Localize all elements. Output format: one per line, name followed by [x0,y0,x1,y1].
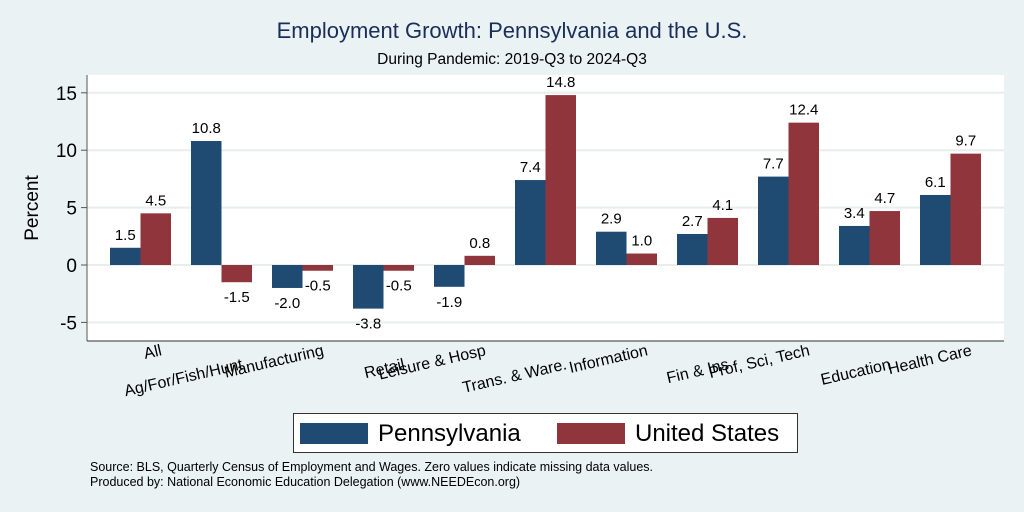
data-label-united-states-information: 1.0 [631,233,652,250]
chart-title: Employment Growth: Pennsylvania and the … [276,18,748,43]
bar-pennsylvania-retail [353,265,384,309]
data-label-united-states-trans-ware: 14.8 [546,74,575,91]
y-tick-label: 5 [66,199,77,220]
data-label-united-states-all: 4.5 [145,192,166,209]
data-label-united-states-fin-ins: 4.1 [712,197,733,214]
x-tick-label-all: All [142,342,163,363]
x-tick-label-health-care: Health Care [886,342,973,378]
source-note: Source: BLS, Quarterly Census of Employm… [90,460,654,474]
legend-label-united-states: United States [635,420,780,447]
legend-label-pennsylvania: Pennsylvania [378,420,521,447]
bar-pennsylvania-prof-sci-tech [758,176,789,265]
data-label-united-states-leisure-hosp: 0.8 [469,235,490,252]
y-tick-label: 0 [66,256,77,277]
data-label-united-states-manufacturing: -0.5 [305,278,331,295]
produced-by-note: Produced by: National Economic Education… [90,475,521,489]
data-label-united-states-retail: -0.5 [386,278,412,295]
bar-pennsylvania-fin-ins [677,234,708,265]
bar-pennsylvania-leisure-hosp [434,265,465,287]
bar-united-states-prof-sci-tech [788,122,819,265]
data-label-united-states-prof-sci-tech: 12.4 [789,102,818,119]
legend-swatch-united-states [557,423,625,444]
data-label-pennsylvania-health-care: 6.1 [925,174,946,191]
x-tick-label-education: Education [819,356,892,389]
legend-swatch-pennsylvania [300,423,368,444]
data-label-pennsylvania-prof-sci-tech: 7.7 [763,156,784,173]
bar-united-states-education [869,211,900,265]
x-tick-label-trans-ware: Trans. & Ware. [461,356,568,396]
bar-united-states-leisure-hosp [464,255,495,265]
x-tick-label-prof-sci-tech: Prof, Sci, Tech [707,342,811,382]
bar-pennsylvania-all [110,247,141,265]
bar-united-states-all [140,213,171,265]
y-tick-label: 15 [56,84,77,105]
x-tick-label-manufacturing: Manufacturing [223,342,326,381]
x-tick-label-information: Information [568,342,650,377]
bar-pennsylvania-ag-for-fish-hunt [191,141,222,265]
data-label-united-states-ag-for-fish-hunt: -1.5 [224,289,250,306]
y-axis-label: Percent [22,175,43,241]
bar-pennsylvania-education [839,225,870,265]
legend: Pennsylvania United States [293,413,798,453]
bar-united-states-manufacturing [302,265,333,271]
y-tick-label: -5 [60,313,77,334]
bar-united-states-ag-for-fish-hunt [221,265,252,283]
data-label-pennsylvania-leisure-hosp: -1.9 [436,294,462,311]
data-label-pennsylvania-fin-ins: 2.7 [682,213,703,230]
data-label-united-states-education: 4.7 [874,190,895,207]
data-label-pennsylvania-trans-ware: 7.4 [520,159,541,176]
data-label-pennsylvania-retail: -3.8 [355,316,381,333]
data-label-pennsylvania-manufacturing: -2.0 [274,295,300,312]
data-label-pennsylvania-information: 2.9 [601,211,622,228]
y-tick-label: 10 [56,141,77,162]
bar-pennsylvania-manufacturing [272,265,303,288]
bar-pennsylvania-health-care [920,194,951,265]
bar-united-states-fin-ins [707,217,738,265]
bar-pennsylvania-information [596,231,627,265]
data-label-pennsylvania-all: 1.5 [115,227,136,244]
data-label-pennsylvania-ag-for-fish-hunt: 10.8 [192,120,221,137]
bar-united-states-trans-ware [545,95,576,265]
bar-united-states-health-care [950,153,981,265]
bar-united-states-retail [383,265,414,271]
chart-subtitle: During Pandemic: 2019-Q3 to 2024-Q3 [377,51,647,68]
bar-united-states-information [626,253,657,265]
data-label-pennsylvania-education: 3.4 [844,205,865,222]
bar-pennsylvania-trans-ware [515,180,546,265]
data-label-united-states-health-care: 9.7 [955,133,976,150]
